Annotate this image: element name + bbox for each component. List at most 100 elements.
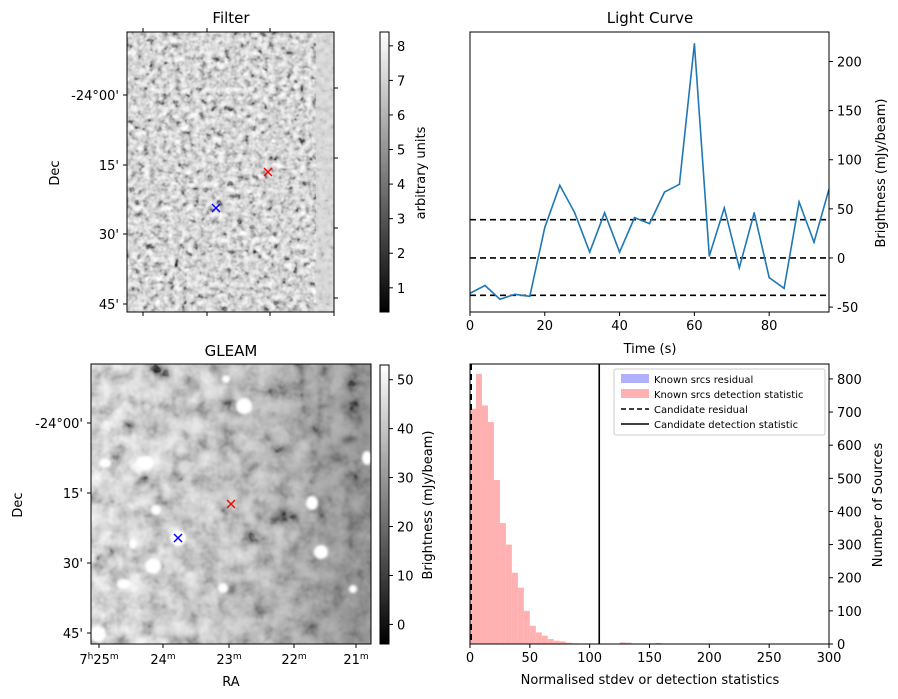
filter-colorbar-label: arbitrary units (414, 126, 429, 219)
gleam-panel: GLEAM (11, 342, 436, 690)
colorbar-tick-label: 50 (397, 374, 414, 389)
gleam-candidate-marker (171, 531, 185, 545)
histogram-bar (481, 405, 488, 644)
filter-dec-tick-label: 30' (99, 228, 119, 243)
gleam-ra-tick-label: 21m (343, 652, 368, 668)
y-tick-label: 300 (837, 539, 862, 554)
gleam-dec-tick-label: 30' (63, 557, 83, 572)
histogram-bar (499, 523, 506, 644)
filter-colorbar-ticks: 1 2 3 4 5 6 7 8 (389, 40, 405, 297)
gleam-colorbar-gradient (379, 364, 390, 645)
gleam-dec-tick-label: -24°00' (35, 417, 83, 432)
lightcurve-point (708, 255, 711, 257)
gleam-dec-tick-label: 45' (63, 627, 83, 642)
lightcurve-point (558, 184, 561, 187)
filter-dec-ticks (123, 28, 338, 316)
x-tick-label: 150 (637, 651, 662, 666)
y-tick-label: 500 (837, 472, 862, 487)
colorbar-tick-label: 7 (397, 74, 405, 89)
histogram-bar (547, 639, 554, 644)
lightcurve-title: Light Curve (607, 9, 693, 27)
y-tick-label: 0 (837, 638, 845, 653)
histogram-bar (553, 640, 560, 644)
filter-colorbar: 1 2 3 4 5 6 7 8 arbitrary units (379, 31, 429, 313)
lightcurve-point (499, 298, 501, 301)
x-tick-label: 60 (686, 319, 703, 334)
lightcurve-panel: Light Curve 0 20 40 60 80 -50 0 50 100 150 200 Tim… (466, 9, 889, 357)
y-tick-label: 0 (837, 252, 845, 267)
histogram-bar (470, 408, 476, 644)
histogram-bar (565, 642, 572, 644)
lightcurve-xlabel: Time (s) (623, 342, 677, 357)
lightcurve-point (693, 42, 696, 45)
lightcurve-point (573, 211, 576, 214)
y-tick-label: 200 (837, 572, 862, 587)
legend-swatch-residual (621, 374, 649, 383)
lightcurve-axes: 0 20 40 60 80 -50 0 50 100 150 200 (466, 55, 862, 334)
histogram-axes: 0 50 100 150 200 250 3000100200300400500600700… (466, 373, 862, 666)
filter-image (127, 32, 334, 312)
lightcurve-point (783, 287, 785, 290)
histogram-bar (541, 635, 548, 644)
lightcurve-plot-area (470, 42, 829, 301)
colorbar-tick-label: 10 (397, 569, 414, 584)
filter-dec-tick-label: 15' (99, 159, 119, 174)
histogram-bar (523, 610, 530, 644)
histogram-xlabel: Normalised stdev or detection statistics (521, 673, 780, 688)
colorbar-tick-label: 5 (397, 144, 405, 159)
lightcurve-point (738, 266, 741, 269)
colorbar-tick-label: 20 (397, 521, 414, 536)
y-tick-label: 400 (837, 505, 862, 520)
legend-label: Candidate detection statistic (654, 420, 798, 431)
gleam-colorbar-label: Brightness (mJy/beam) (421, 431, 436, 580)
lightcurve-frame (469, 31, 830, 313)
histogram-bar (505, 544, 512, 644)
x-tick-label: 100 (577, 651, 602, 666)
gleam-ylabel: Dec (11, 492, 26, 517)
lightcurve-point (514, 293, 516, 296)
y-tick-label: 100 (837, 605, 862, 620)
gleam-colorbar-ticks: 0 10 20 30 40 50 (389, 374, 414, 633)
colorbar-tick-label: 2 (397, 247, 405, 262)
colorbar-tick-label: 6 (397, 109, 405, 124)
y-tick-label: 100 (837, 154, 862, 169)
y-tick-label: 150 (837, 105, 862, 120)
lightcurve-point (618, 251, 621, 253)
lightcurve-ylabel: Brightness (mJy/beam) (874, 99, 889, 248)
gleam-xlabel: RA (222, 675, 240, 690)
colorbar-tick-label: 4 (397, 178, 405, 193)
lightcurve-point (798, 201, 800, 203)
gleam-ra-tick-label: 22m (281, 652, 306, 668)
x-tick-label: 80 (761, 319, 778, 334)
y-tick-label: 800 (837, 373, 862, 388)
lightcurve-point (529, 295, 531, 298)
lightcurve-point (753, 211, 756, 214)
lightcurve-point (723, 207, 726, 209)
lightcurve-point (648, 222, 651, 225)
filter-ylabel: Dec (48, 160, 63, 185)
gleam-ra-tick-label: 7h25m (79, 652, 118, 668)
histogram-bar (493, 479, 500, 644)
legend-label: Known srcs detection statistic (654, 390, 803, 401)
filter-reference-marker (263, 167, 273, 177)
y-tick-label: 200 (837, 55, 862, 70)
x-tick-label: 0 (466, 651, 474, 666)
colorbar-tick-label: 0 (397, 618, 405, 633)
filter-colorbar-gradient (379, 31, 390, 313)
gleam-title: GLEAM (205, 342, 258, 360)
legend-label: Candidate residual (654, 405, 748, 416)
lightcurve-point (543, 226, 546, 229)
y-tick-label: -50 (837, 301, 858, 316)
colorbar-tick-label: 40 (397, 423, 414, 438)
filter-candidate-marker (211, 203, 221, 213)
colorbar-tick-label: 8 (397, 40, 405, 55)
legend-frame (613, 368, 826, 436)
colorbar-tick-label: 3 (397, 213, 405, 228)
x-tick-label: 20 (537, 319, 554, 334)
x-tick-label: 250 (757, 651, 782, 666)
histogram-bar (475, 373, 482, 644)
x-tick-label: 40 (611, 319, 628, 334)
lightcurve-point (678, 183, 681, 186)
legend-label: Known srcs residual (654, 375, 753, 386)
